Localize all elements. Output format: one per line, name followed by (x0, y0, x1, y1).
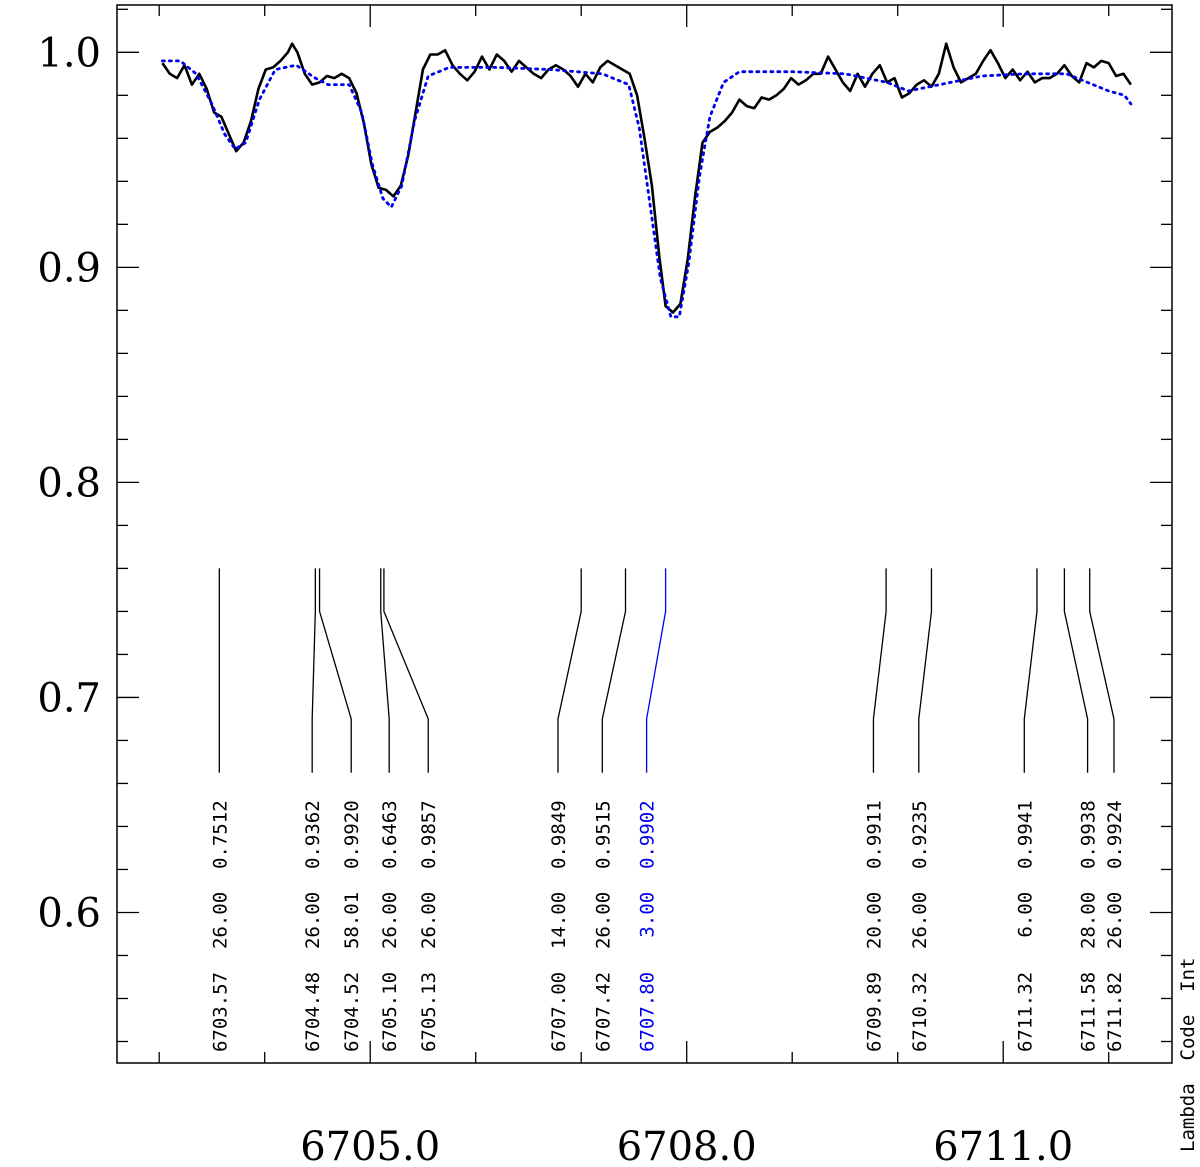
y-tick-label: 0.7 (37, 675, 101, 721)
y-tick-label: 0.6 (37, 890, 101, 936)
line-id-label: 6710.32 26.00 0.9235 (909, 800, 931, 1052)
line-id-marker (918, 568, 933, 773)
x-tick-label: 6711.0 (933, 1124, 1073, 1167)
line-id-marker (645, 568, 667, 773)
x-tick-label: 6705.0 (300, 1124, 440, 1167)
line-id-label: 6711.32 6.00 0.9941 (1014, 800, 1036, 1052)
line-id-marker (1063, 568, 1089, 773)
line-id-label: 6707.80 3.00 0.9902 (637, 800, 659, 1052)
line-id-marker (1089, 568, 1115, 773)
line-id-marker (318, 568, 352, 773)
line-id-label: 6703.57 26.00 0.7512 (209, 800, 231, 1052)
line-id-layer: 6703.57 26.00 0.7512 6704.48 26.00 0.9362… (209, 568, 1126, 1052)
line-id-label: 6709.89 20.00 0.9911 (863, 800, 885, 1052)
y-tick-label: 0.9 (37, 245, 101, 291)
x-tick-label: 6708.0 (617, 1124, 757, 1167)
line-id-marker (872, 568, 887, 773)
line-id-marker (601, 568, 627, 773)
plot-frame (116, 4, 1173, 1064)
line-id-column-title: Lambda Code Int (1177, 958, 1199, 1152)
line-id-marker (1023, 568, 1038, 773)
line-id-marker (311, 568, 316, 773)
y-axis: 0.6 0.7 0.8 0.9 1.0 (37, 8, 1172, 1043)
line-id-marker (383, 568, 429, 773)
x-axis: 6705.0 6708.0 6711.0 (158, 5, 1110, 1167)
line-id-label: 6704.52 58.01 0.9920 (341, 800, 363, 1052)
series-layer (161, 42, 1133, 319)
line-id-marker (557, 568, 582, 773)
model-spectrum-line (161, 59, 1133, 319)
observed-spectrum-line (161, 42, 1132, 314)
line-id-label: 6711.82 26.00 0.9924 (1104, 800, 1126, 1052)
y-tick-label: 1.0 (37, 30, 101, 76)
y-tick-label: 0.8 (37, 460, 101, 506)
line-id-label: 6704.48 26.00 0.9362 (302, 800, 324, 1052)
line-id-label: 6705.10 26.00 0.6463 (379, 800, 401, 1052)
line-id-label: 6707.00 14.00 0.9849 (548, 800, 570, 1052)
line-id-label: 6711.58 28.00 0.9938 (1078, 800, 1100, 1052)
line-id-label: 6707.42 26.00 0.9515 (592, 800, 614, 1052)
line-id-marker (380, 568, 390, 773)
line-id-label: 6705.13 26.00 0.9857 (418, 800, 440, 1052)
